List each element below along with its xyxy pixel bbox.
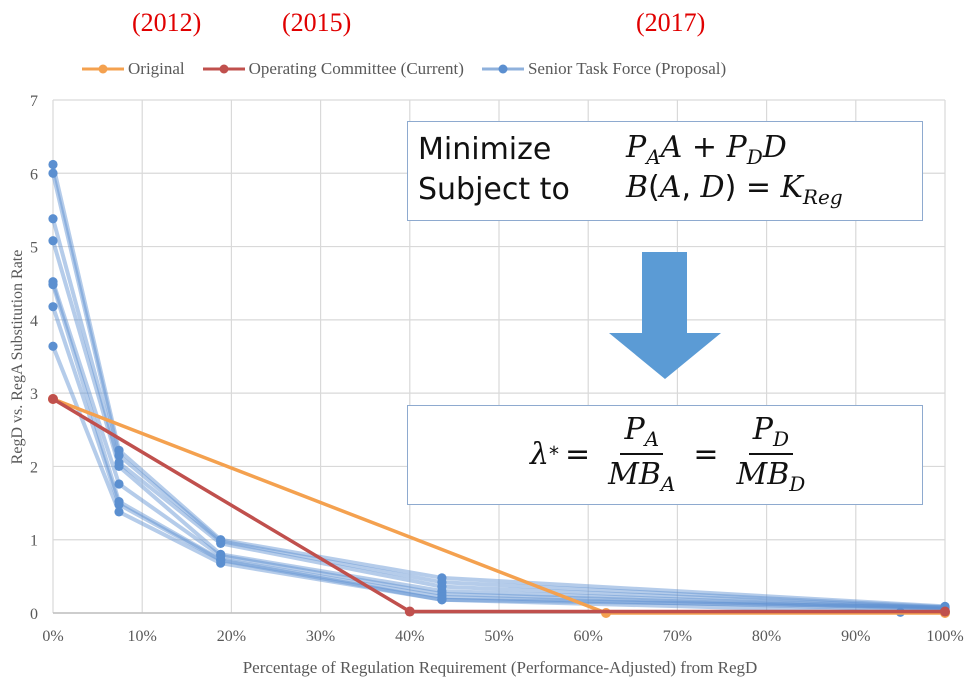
x-tick-label: 20% (217, 628, 246, 645)
senior-point (48, 280, 58, 290)
legend-item-senior: Senior Task Force (Proposal) (480, 59, 726, 79)
legend-label-original: Original (128, 59, 185, 78)
objective-formula: PAA + PDD (626, 130, 787, 169)
senior-point (114, 499, 124, 510)
x-tick-label: 40% (395, 628, 424, 645)
x-tick-label: 100% (926, 628, 963, 645)
constraint-formula: B(A, D) = KReg (626, 170, 843, 209)
y-tick-label: 1 (30, 533, 38, 550)
x-tick-label: 70% (663, 628, 692, 645)
y-tick-label: 0 (30, 606, 38, 623)
operating-point (48, 394, 58, 405)
y-axis-label: RegD vs. RegA Substitution Rate (9, 250, 26, 465)
legend-swatch-original (82, 64, 124, 74)
y-tick-label: 5 (30, 240, 38, 257)
senior-point (48, 159, 58, 170)
subject-to-label: Subject to (418, 172, 570, 207)
year-annotation-operating: (2015) (282, 8, 352, 37)
legend: Original Operating Committee (Current) S… (80, 59, 742, 79)
legend-label-senior: Senior Task Force (Proposal) (527, 59, 727, 78)
operating-point (940, 606, 950, 617)
senior-point (114, 461, 124, 472)
y-tick-label: 7 (30, 93, 38, 110)
minimize-label: Minimize (418, 132, 552, 167)
y-tick-label: 2 (30, 459, 38, 476)
x-tick-label: 0% (42, 628, 63, 645)
x-tick-labels: 0% 10% 20% 30% 40% 50% 60% 70% 80% 90% 100% (42, 628, 963, 645)
x-tick-label: 90% (841, 628, 870, 645)
x-tick-label: 10% (128, 628, 157, 645)
series-group (48, 159, 950, 618)
y-tick-label: 3 (30, 386, 38, 403)
year-annotation-original: (2012) (132, 8, 202, 37)
x-axis-label: Percentage of Regulation Requirement (Pe… (243, 658, 758, 677)
x-tick-label: 60% (574, 628, 603, 645)
x-tick-label: 80% (752, 628, 781, 645)
y-tick-labels: 0 1 2 3 4 5 6 7 (30, 93, 38, 623)
legend-swatch-senior (481, 64, 524, 74)
legend-label-operating: Operating Committee (Current) (248, 59, 464, 78)
senior-point (48, 214, 58, 224)
year-annotation-senior: (2017) (636, 8, 706, 37)
y-tick-label: 4 (30, 313, 38, 330)
optimality-condition-box: λ * = PA MBA = PD MBD (407, 405, 923, 505)
senior-point (114, 507, 124, 517)
senior-point (48, 168, 58, 178)
senior-point (437, 595, 447, 605)
senior-point (48, 341, 58, 351)
legend-swatch-operating (202, 64, 245, 74)
y-tick-label: 6 (30, 166, 38, 183)
senior-point (48, 236, 58, 246)
senior-point (216, 558, 226, 568)
x-tick-label: 50% (484, 628, 513, 645)
senior-point (216, 538, 226, 548)
legend-item-original: Original (80, 59, 185, 79)
optimization-problem-box: Minimize Subject to PAA + PDD B(A, D) = … (407, 121, 923, 221)
result-formula: λ * = PA MBA = PD MBD (530, 412, 806, 496)
senior-point (114, 450, 124, 461)
senior-point (48, 302, 58, 312)
x-tick-label: 30% (306, 628, 335, 645)
operating-point (404, 606, 415, 617)
legend-item-operating: Operating Committee (Current) (201, 59, 464, 79)
down-arrow-icon (609, 252, 721, 379)
senior-point (114, 479, 124, 489)
